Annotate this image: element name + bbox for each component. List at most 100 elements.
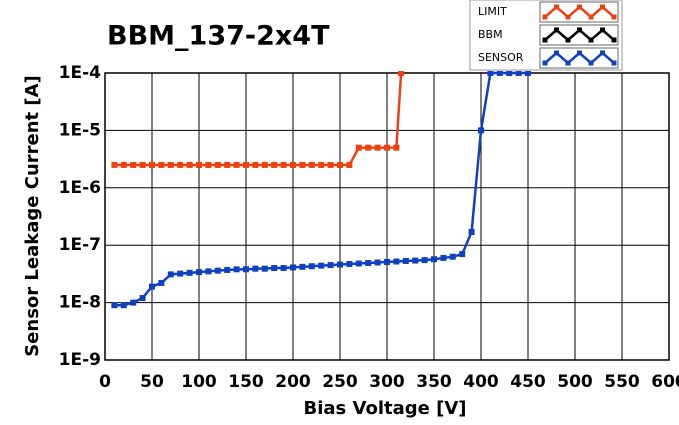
y-tick-label: 1E-6 bbox=[59, 178, 101, 198]
legend-marker bbox=[542, 37, 548, 43]
plot bbox=[111, 71, 531, 309]
point bbox=[393, 258, 400, 265]
point bbox=[243, 266, 249, 273]
point bbox=[177, 270, 184, 277]
legend-label: LIMIT bbox=[478, 5, 507, 18]
point bbox=[243, 161, 249, 168]
point bbox=[412, 257, 419, 264]
point bbox=[318, 262, 325, 269]
legend-marker bbox=[588, 60, 594, 66]
point bbox=[318, 161, 325, 168]
y-tick-label: 1E-5 bbox=[59, 120, 101, 140]
x-tick-label: 250 bbox=[322, 372, 358, 392]
point bbox=[224, 266, 231, 273]
legend-marker bbox=[611, 14, 617, 20]
y-axis-label: Sensor Leakage Current [A] bbox=[22, 75, 43, 357]
point bbox=[515, 71, 522, 76]
point bbox=[149, 161, 155, 168]
point bbox=[478, 127, 484, 134]
point bbox=[346, 161, 353, 168]
legend-marker bbox=[588, 14, 594, 20]
point bbox=[290, 264, 296, 271]
x-axis-label: Bias Voltage [V] bbox=[304, 398, 467, 419]
point bbox=[355, 144, 362, 151]
x-tick-label: 200 bbox=[275, 372, 311, 392]
point bbox=[327, 161, 334, 168]
point bbox=[261, 161, 268, 168]
point bbox=[365, 259, 372, 266]
point bbox=[468, 228, 475, 235]
legend-marker bbox=[611, 37, 617, 43]
point bbox=[384, 258, 390, 265]
point bbox=[158, 279, 165, 286]
point bbox=[196, 161, 202, 168]
point bbox=[374, 144, 381, 151]
point bbox=[337, 161, 343, 168]
x-tick-label: 100 bbox=[181, 372, 217, 392]
x-tick-label: 50 bbox=[140, 372, 164, 392]
point bbox=[308, 263, 315, 270]
plot-border bbox=[104, 72, 670, 361]
point bbox=[139, 161, 146, 168]
point bbox=[130, 299, 137, 306]
point bbox=[290, 161, 296, 168]
point bbox=[431, 256, 437, 263]
legend-marker bbox=[565, 37, 571, 43]
point bbox=[186, 269, 193, 276]
point bbox=[111, 161, 118, 168]
legend-label: SENSOR bbox=[478, 51, 524, 64]
point bbox=[186, 161, 193, 168]
x-tick-label: 600 bbox=[651, 372, 679, 392]
point bbox=[233, 266, 240, 273]
point bbox=[308, 161, 315, 168]
legend-label: BBM bbox=[478, 28, 503, 41]
point bbox=[205, 268, 212, 275]
point bbox=[252, 265, 259, 272]
point bbox=[365, 144, 372, 151]
legend-marker bbox=[554, 4, 559, 10]
point bbox=[327, 262, 334, 269]
legend-marker bbox=[542, 14, 548, 20]
legend-marker bbox=[577, 50, 582, 56]
point bbox=[167, 271, 174, 278]
point bbox=[149, 283, 155, 290]
point bbox=[167, 161, 174, 168]
legend-marker bbox=[588, 37, 594, 43]
legend-swatch-box bbox=[539, 24, 619, 46]
point bbox=[214, 267, 221, 274]
x-tick-label: 500 bbox=[557, 372, 593, 392]
x-tick-label: 350 bbox=[416, 372, 452, 392]
point bbox=[398, 71, 405, 76]
legend-marker bbox=[611, 60, 617, 66]
point bbox=[120, 302, 127, 309]
point bbox=[299, 161, 306, 168]
point bbox=[449, 253, 456, 260]
point bbox=[252, 161, 259, 168]
x-tick-label: 550 bbox=[604, 372, 640, 392]
point bbox=[233, 161, 240, 168]
point bbox=[440, 254, 447, 261]
point bbox=[459, 251, 466, 258]
point bbox=[384, 144, 390, 151]
point bbox=[196, 269, 202, 276]
point bbox=[346, 261, 353, 268]
y-tick-label: 1E-8 bbox=[59, 293, 101, 313]
x-tick-label: 400 bbox=[463, 372, 499, 392]
legend-marker bbox=[600, 4, 605, 10]
point bbox=[205, 161, 212, 168]
legend-marker bbox=[554, 50, 559, 56]
point bbox=[374, 259, 381, 266]
point bbox=[393, 144, 400, 151]
legend-marker bbox=[600, 50, 605, 56]
point bbox=[177, 161, 184, 168]
point bbox=[487, 71, 494, 76]
point bbox=[525, 71, 531, 76]
y-tick-label: 1E-9 bbox=[59, 350, 101, 370]
x-tick-label: 0 bbox=[99, 372, 111, 392]
legend-marker bbox=[565, 14, 571, 20]
point bbox=[337, 261, 343, 268]
x-tick-label: 150 bbox=[228, 372, 264, 392]
x-tick-label: 450 bbox=[510, 372, 546, 392]
legend-marker bbox=[554, 27, 559, 33]
legend-marker bbox=[565, 60, 571, 66]
